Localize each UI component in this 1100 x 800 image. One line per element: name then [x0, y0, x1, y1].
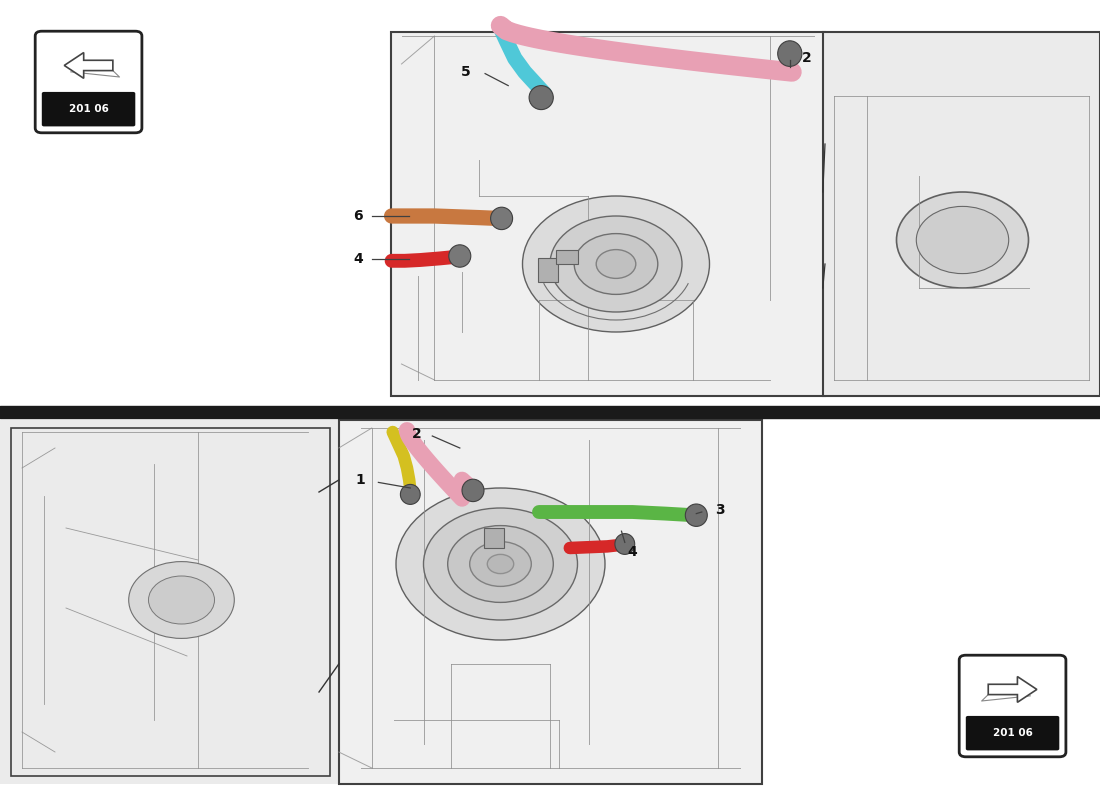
Text: 201 06: 201 06 [992, 728, 1033, 738]
FancyBboxPatch shape [35, 31, 142, 133]
Ellipse shape [462, 479, 484, 502]
Circle shape [487, 554, 514, 574]
Bar [0, 0, 1100, 412]
Circle shape [396, 488, 605, 640]
Text: 1: 1 [355, 473, 365, 487]
Circle shape [148, 576, 214, 624]
Bar [0, 420, 341, 784]
Bar [11, 428, 330, 776]
FancyBboxPatch shape [42, 92, 135, 126]
Text: 5: 5 [461, 65, 471, 79]
Ellipse shape [685, 504, 707, 526]
Ellipse shape [449, 245, 471, 267]
Circle shape [448, 526, 553, 602]
Text: 4: 4 [353, 252, 363, 266]
Circle shape [470, 542, 531, 586]
Text: a2parts.sinfo: a2parts.sinfo [499, 195, 645, 253]
Bar [556, 250, 578, 264]
FancyBboxPatch shape [966, 716, 1059, 750]
Text: 4: 4 [627, 545, 637, 559]
Circle shape [129, 562, 234, 638]
Circle shape [596, 250, 636, 278]
Circle shape [424, 508, 578, 620]
Text: 3: 3 [715, 503, 725, 518]
Circle shape [896, 192, 1028, 288]
Circle shape [916, 206, 1009, 274]
Ellipse shape [615, 534, 635, 554]
Circle shape [522, 196, 710, 332]
Circle shape [574, 234, 658, 294]
Bar [484, 528, 504, 548]
Ellipse shape [529, 86, 553, 110]
Ellipse shape [491, 207, 513, 230]
Text: 2: 2 [411, 426, 421, 441]
Polygon shape [64, 53, 113, 78]
Ellipse shape [400, 484, 420, 504]
Bar [538, 258, 558, 282]
Bar [390, 32, 825, 396]
Ellipse shape [778, 41, 802, 66]
FancyBboxPatch shape [959, 655, 1066, 757]
Polygon shape [988, 677, 1037, 702]
Bar [339, 420, 762, 784]
Circle shape [550, 216, 682, 312]
Text: 201 06: 201 06 [68, 104, 109, 114]
Bar [823, 32, 1100, 396]
Text: a2parts.sinfo: a2parts.sinfo [433, 571, 579, 629]
Text: 6: 6 [353, 209, 363, 223]
Text: 2: 2 [802, 50, 812, 65]
Bar [0, 418, 1100, 800]
